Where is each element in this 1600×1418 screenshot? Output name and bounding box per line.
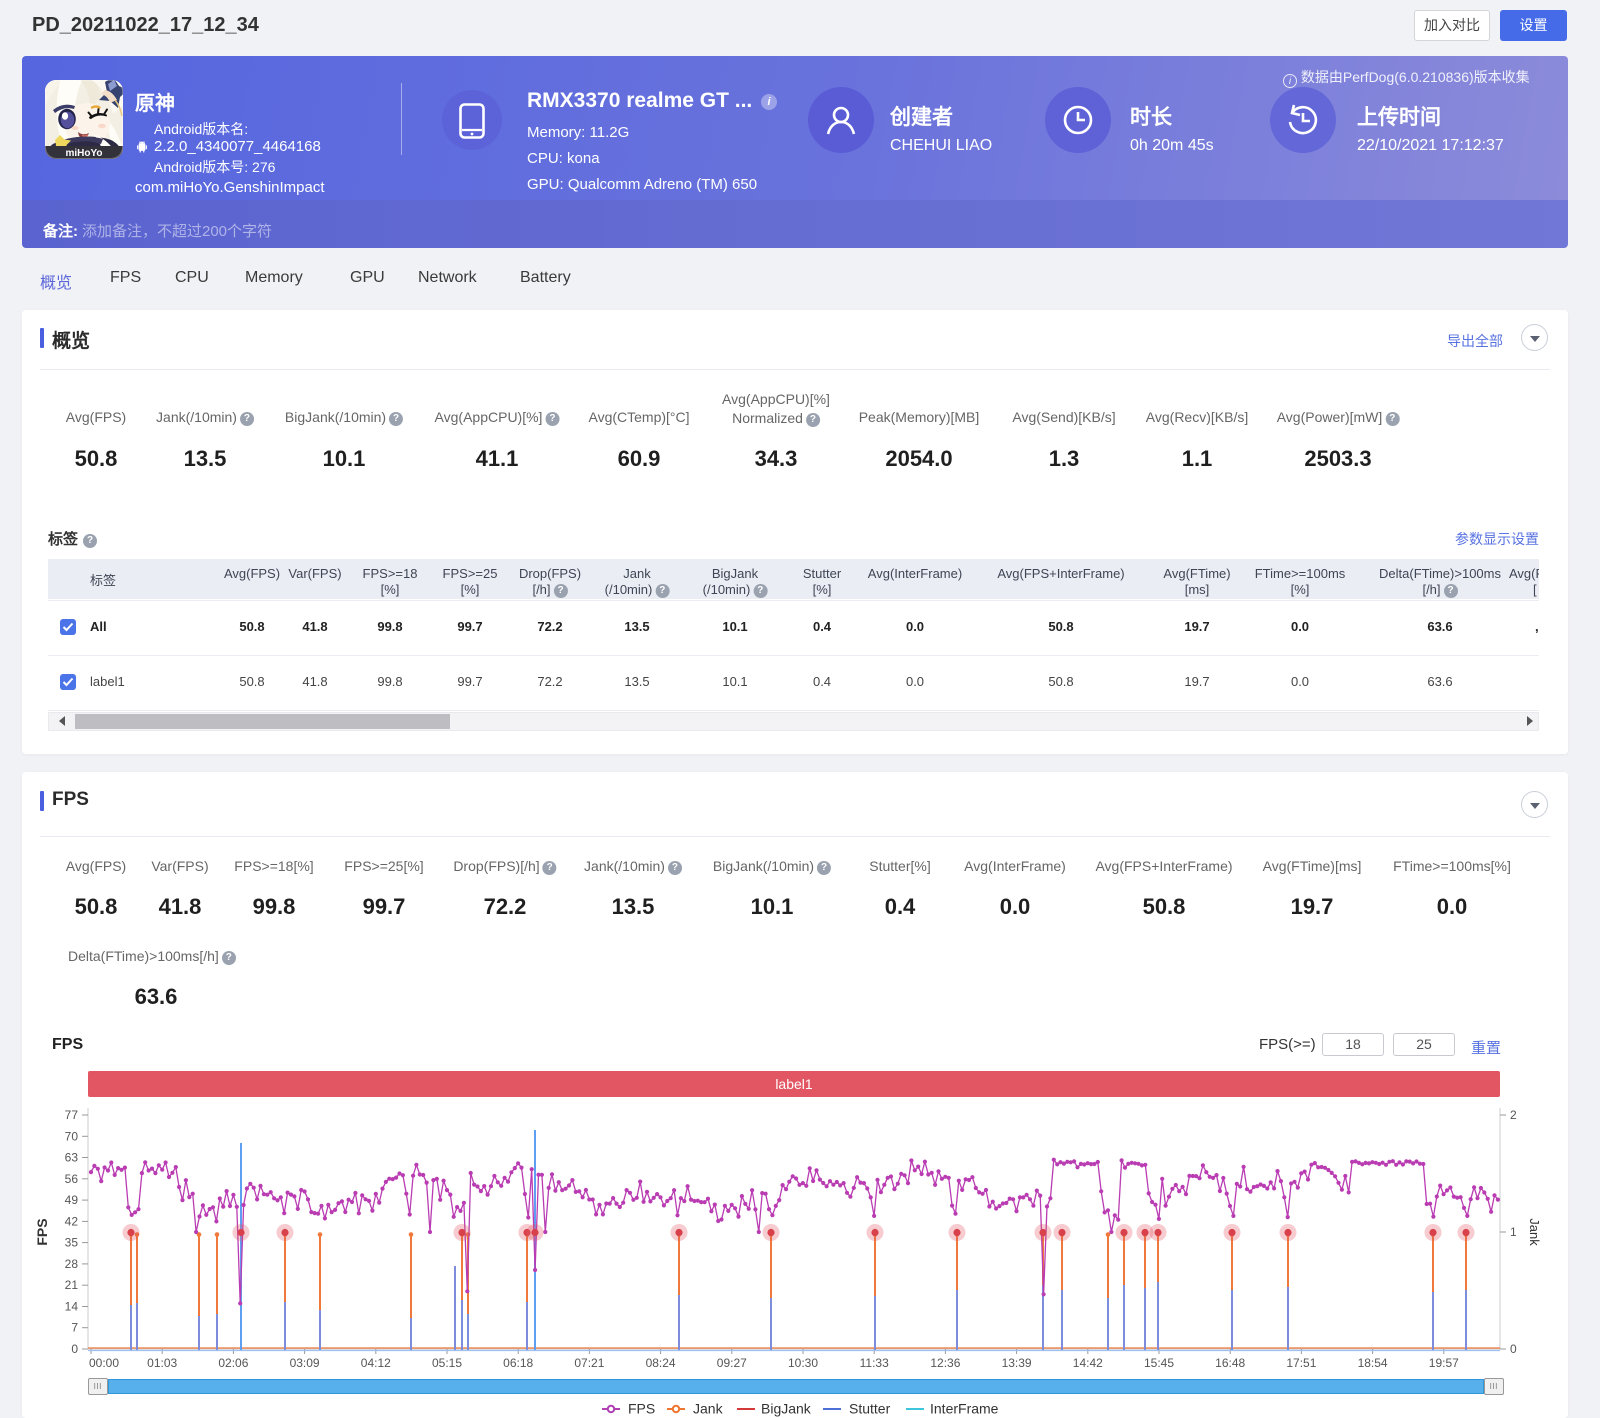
svg-text:49: 49 <box>65 1193 79 1207</box>
svg-text:18:54: 18:54 <box>1358 1356 1388 1370</box>
svg-text:0: 0 <box>1510 1342 1517 1356</box>
svg-text:77: 77 <box>65 1108 79 1122</box>
svg-text:10:30: 10:30 <box>788 1356 818 1370</box>
svg-text:07:21: 07:21 <box>574 1356 604 1370</box>
svg-text:1: 1 <box>1510 1225 1517 1239</box>
svg-text:Jank: Jank <box>693 1401 724 1417</box>
svg-text:21: 21 <box>65 1278 79 1292</box>
svg-text:63: 63 <box>65 1151 79 1165</box>
svg-text:35: 35 <box>65 1236 79 1250</box>
svg-text:13:39: 13:39 <box>1002 1356 1032 1370</box>
svg-text:0: 0 <box>71 1342 78 1356</box>
svg-text:InterFrame: InterFrame <box>930 1401 999 1417</box>
svg-text:14: 14 <box>65 1300 79 1314</box>
svg-text:11:33: 11:33 <box>860 1356 889 1370</box>
svg-text:04:12: 04:12 <box>361 1356 391 1370</box>
svg-text:05:15: 05:15 <box>432 1356 462 1370</box>
svg-text:06:18: 06:18 <box>503 1356 533 1370</box>
svg-text:16:48: 16:48 <box>1215 1356 1245 1370</box>
svg-text:03:09: 03:09 <box>290 1356 320 1370</box>
svg-text:56: 56 <box>65 1172 79 1186</box>
svg-text:2: 2 <box>1510 1108 1517 1122</box>
svg-text:15:45: 15:45 <box>1144 1356 1174 1370</box>
svg-text:70: 70 <box>65 1129 79 1143</box>
svg-text:02:06: 02:06 <box>218 1356 248 1370</box>
svg-text:28: 28 <box>65 1257 79 1271</box>
svg-text:00:00: 00:00 <box>89 1356 119 1370</box>
svg-text:42: 42 <box>65 1214 79 1228</box>
svg-text:FPS: FPS <box>34 1218 50 1245</box>
svg-text:Stutter: Stutter <box>849 1401 891 1417</box>
svg-text:12:36: 12:36 <box>930 1356 960 1370</box>
svg-text:08:24: 08:24 <box>646 1356 676 1370</box>
svg-text:miHoYo: miHoYo <box>65 148 102 159</box>
svg-text:BigJank: BigJank <box>761 1401 812 1417</box>
svg-text:09:27: 09:27 <box>717 1356 747 1370</box>
svg-text:7: 7 <box>71 1321 78 1335</box>
svg-text:19:57: 19:57 <box>1429 1356 1459 1370</box>
svg-text:FPS: FPS <box>628 1401 655 1417</box>
svg-text:01:03: 01:03 <box>147 1356 177 1370</box>
svg-text:14:42: 14:42 <box>1073 1356 1103 1370</box>
svg-text:Jank: Jank <box>1527 1218 1542 1246</box>
svg-text:17:51: 17:51 <box>1286 1356 1316 1370</box>
